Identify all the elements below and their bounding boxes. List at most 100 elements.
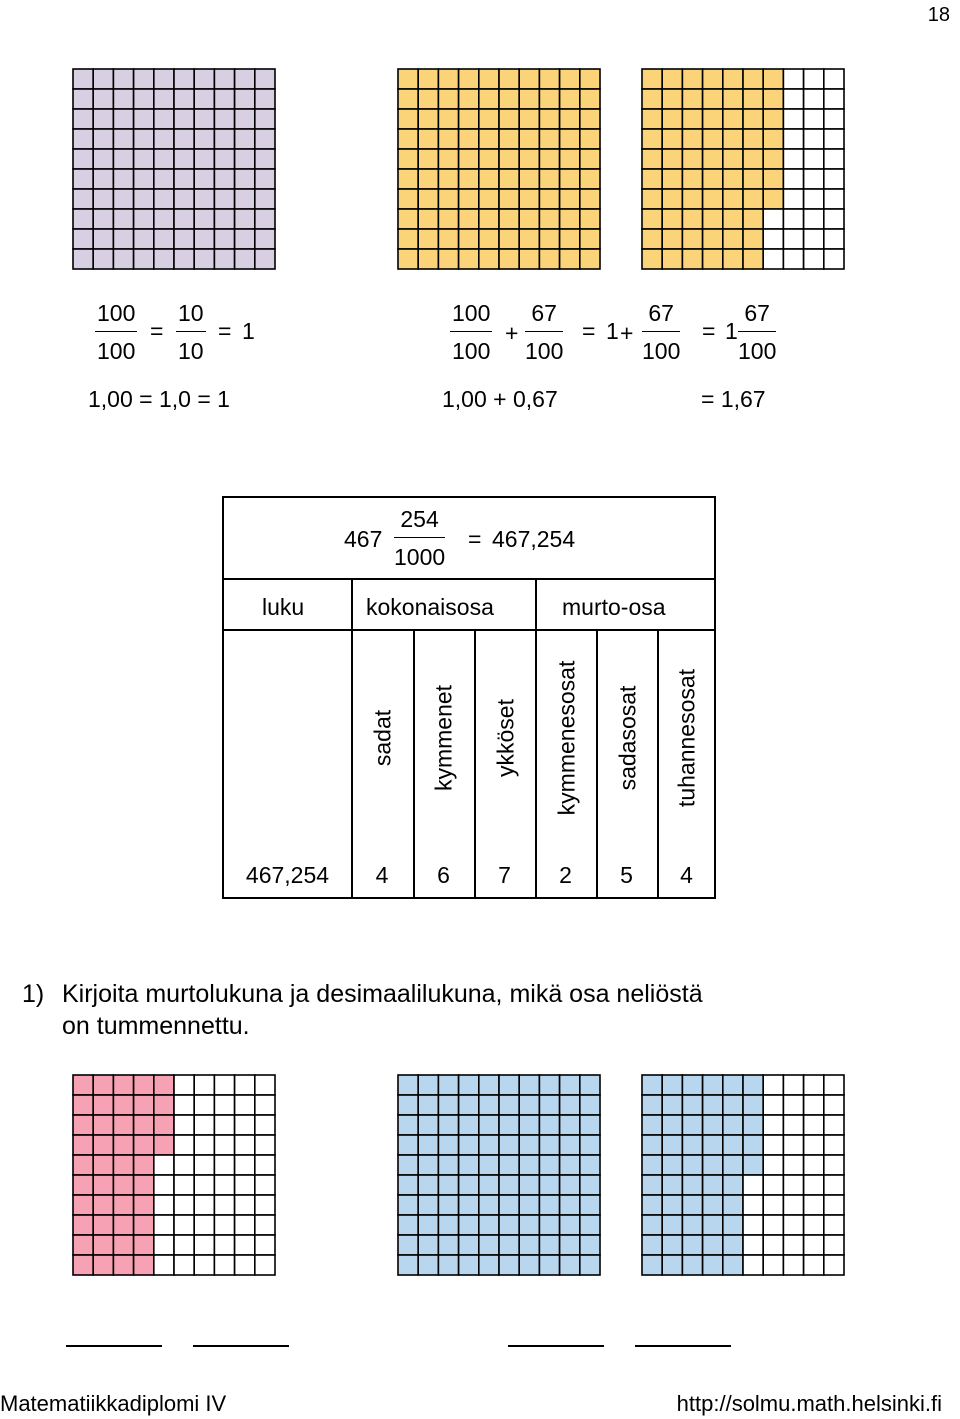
shaded-cell bbox=[681, 1154, 704, 1176]
shaded-cell bbox=[661, 68, 684, 90]
shaded-cell bbox=[153, 148, 175, 170]
formula-value: 467,254 bbox=[492, 526, 576, 552]
empty-cell bbox=[173, 1174, 196, 1196]
shaded-cell bbox=[762, 128, 785, 150]
answer-blank-fraction-1[interactable] bbox=[66, 1345, 162, 1347]
shaded-cell bbox=[153, 1074, 175, 1096]
shaded-cell bbox=[132, 88, 155, 110]
shaded-cell bbox=[518, 1114, 541, 1136]
shaded-cell bbox=[742, 128, 765, 150]
shaded-cell bbox=[661, 1134, 684, 1156]
shaded-cell bbox=[457, 1114, 480, 1136]
empty-cell bbox=[173, 1074, 196, 1096]
shaded-cell bbox=[701, 1134, 724, 1156]
shaded-cell bbox=[661, 188, 684, 210]
numerator: 67 bbox=[525, 302, 564, 332]
shaded-cell bbox=[417, 1074, 440, 1096]
answer-blank-decimal-1[interactable] bbox=[193, 1345, 289, 1347]
digit-tenths: 2 bbox=[559, 862, 572, 888]
shaded-cell bbox=[153, 128, 175, 150]
shaded-cell bbox=[457, 1134, 480, 1156]
shaded-cell bbox=[478, 128, 500, 150]
empty-cell bbox=[233, 1154, 256, 1176]
shaded-cell bbox=[742, 208, 765, 230]
empty-cell bbox=[802, 1094, 825, 1116]
shaded-cell bbox=[417, 1094, 440, 1116]
shaded-cell bbox=[579, 1154, 601, 1176]
shaded-cell bbox=[579, 1114, 601, 1136]
shaded-cell bbox=[92, 1074, 115, 1096]
table-divider bbox=[224, 629, 714, 631]
empty-cell bbox=[254, 1194, 276, 1216]
shaded-cell bbox=[233, 68, 256, 90]
empty-cell bbox=[782, 1234, 805, 1256]
shaded-cell bbox=[112, 1194, 135, 1216]
shaded-cell bbox=[641, 1214, 664, 1236]
shaded-cell bbox=[722, 88, 744, 110]
shaded-cell bbox=[701, 88, 724, 110]
empty-cell bbox=[233, 1174, 256, 1196]
shaded-cell bbox=[518, 1214, 541, 1236]
shaded-cell bbox=[701, 1174, 724, 1196]
shaded-cell bbox=[518, 168, 541, 190]
empty-cell bbox=[173, 1214, 196, 1236]
shaded-cell bbox=[193, 228, 216, 250]
shaded-cell bbox=[254, 148, 276, 170]
shaded-cell bbox=[72, 1254, 95, 1276]
empty-cell bbox=[782, 88, 805, 110]
shaded-cell bbox=[254, 128, 276, 150]
shaded-cell bbox=[722, 228, 744, 250]
empty-cell bbox=[213, 1074, 236, 1096]
shaded-cell bbox=[437, 1094, 460, 1116]
shaded-cell bbox=[132, 188, 155, 210]
shaded-cell bbox=[72, 208, 95, 230]
empty-cell bbox=[823, 1194, 845, 1216]
shaded-cell bbox=[478, 68, 500, 90]
empty-cell bbox=[762, 1234, 785, 1256]
table-divider bbox=[413, 629, 415, 897]
shaded-cell bbox=[558, 128, 581, 150]
shaded-cell bbox=[701, 108, 724, 130]
empty-cell bbox=[254, 1254, 276, 1276]
empty-cell bbox=[173, 1194, 196, 1216]
shaded-cell bbox=[397, 1174, 420, 1196]
shaded-cell bbox=[397, 248, 420, 270]
shaded-cell bbox=[417, 248, 440, 270]
grid-exercise-blue-full bbox=[397, 1074, 601, 1276]
empty-cell bbox=[782, 188, 805, 210]
shaded-cell bbox=[579, 1074, 601, 1096]
shaded-cell bbox=[437, 1154, 460, 1176]
shaded-cell bbox=[742, 1154, 765, 1176]
shaded-cell bbox=[72, 1194, 95, 1216]
shaded-cell bbox=[538, 248, 561, 270]
answer-blank-fraction-2[interactable] bbox=[508, 1345, 604, 1347]
shaded-cell bbox=[397, 1194, 420, 1216]
shaded-cell bbox=[132, 1214, 155, 1236]
shaded-cell bbox=[478, 88, 500, 110]
shaded-cell bbox=[498, 148, 521, 170]
shaded-cell bbox=[579, 88, 601, 110]
shaded-cell bbox=[213, 208, 236, 230]
empty-cell bbox=[802, 148, 825, 170]
empty-cell bbox=[823, 1134, 845, 1156]
empty-cell bbox=[193, 1114, 216, 1136]
shaded-cell bbox=[173, 248, 196, 270]
shaded-cell bbox=[722, 208, 744, 230]
shaded-cell bbox=[437, 228, 460, 250]
shaded-cell bbox=[681, 1114, 704, 1136]
shaded-cell bbox=[681, 1134, 704, 1156]
grid-exercise-pink bbox=[72, 1074, 276, 1276]
shaded-cell bbox=[498, 68, 521, 90]
shaded-cell bbox=[193, 248, 216, 270]
answer-blank-decimal-2[interactable] bbox=[635, 1345, 731, 1347]
shaded-cell bbox=[558, 1214, 581, 1236]
shaded-cell bbox=[132, 208, 155, 230]
numerator: 67 bbox=[738, 302, 777, 332]
shaded-cell bbox=[681, 108, 704, 130]
empty-cell bbox=[823, 188, 845, 210]
shaded-cell bbox=[92, 1114, 115, 1136]
empty-cell bbox=[233, 1134, 256, 1156]
shaded-cell bbox=[72, 128, 95, 150]
shaded-cell bbox=[538, 1254, 561, 1276]
shaded-cell bbox=[397, 1134, 420, 1156]
